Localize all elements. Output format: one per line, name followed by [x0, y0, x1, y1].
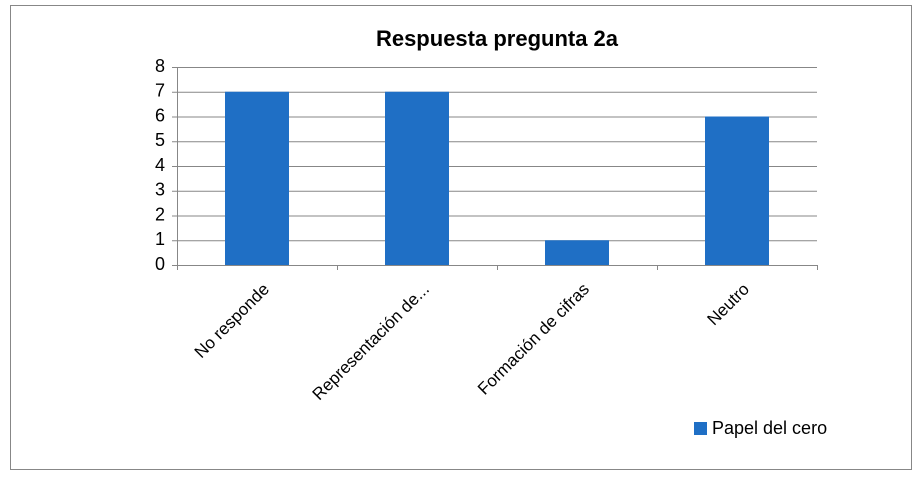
bar: [225, 91, 289, 265]
y-tick-label: 6: [155, 105, 165, 125]
legend-label: Papel del cero: [712, 418, 827, 438]
legend-swatch: [694, 422, 707, 435]
y-tick-label: 4: [155, 155, 165, 175]
y-tick-label: 8: [155, 56, 165, 76]
y-tick-label: 5: [155, 130, 165, 150]
y-tick-label: 1: [155, 229, 165, 249]
bar: [705, 116, 769, 265]
chart-frame: [10, 5, 912, 470]
y-tick-label: 0: [155, 254, 165, 274]
bar: [385, 91, 449, 265]
chart-title: Respuesta pregunta 2a: [376, 26, 619, 51]
bar: [545, 240, 609, 265]
y-tick-label: 7: [155, 81, 165, 101]
y-tick-label: 2: [155, 204, 165, 224]
y-tick-label: 3: [155, 180, 165, 200]
